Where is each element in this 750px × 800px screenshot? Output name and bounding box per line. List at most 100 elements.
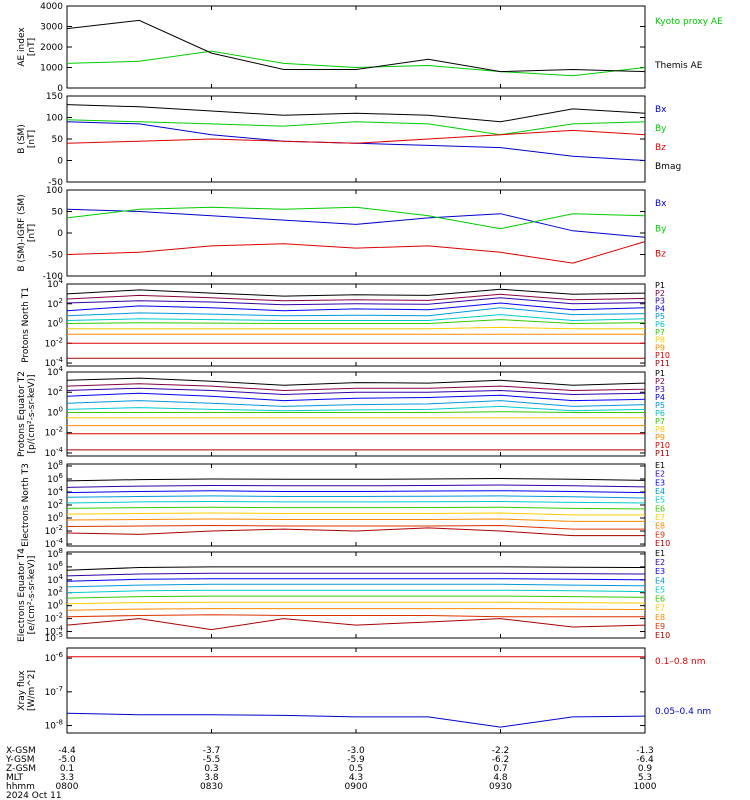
series-line-bmag xyxy=(66,104,646,123)
series-line-p3 xyxy=(66,387,646,396)
x-row-value: -3.7 xyxy=(203,746,221,756)
legend-label: P6 xyxy=(655,409,665,418)
series-line-e1 xyxy=(66,566,646,571)
y-tick-label: 10-5 xyxy=(45,631,63,644)
legend-label: E1 xyxy=(655,549,665,558)
y-tick-label: 100 xyxy=(47,599,63,612)
x-row-value: 0900 xyxy=(345,782,368,792)
legend-label: P5 xyxy=(655,312,665,321)
series-line-p1 xyxy=(66,377,646,386)
y-tick-label: 0 xyxy=(57,157,63,167)
legend-label: E4 xyxy=(655,487,665,496)
panel-5 xyxy=(66,371,646,457)
panel-4 xyxy=(66,283,646,367)
series-line-p6 xyxy=(66,314,646,322)
y-tick-label: 104 xyxy=(47,573,63,586)
legend-label: P2 xyxy=(655,377,665,386)
legend-label: E5 xyxy=(655,496,665,505)
x-row-value: -5.0 xyxy=(58,755,76,765)
legend-label: P1 xyxy=(655,281,665,290)
y-tick-label: 10-4 xyxy=(45,356,64,369)
y-tick-label: 106 xyxy=(47,472,63,485)
series-line-e2 xyxy=(66,572,646,577)
x-row-value: -4.4 xyxy=(58,746,76,756)
y-axis-label: Xray flux xyxy=(17,670,27,711)
legend-label: Themis AE xyxy=(654,61,703,71)
series-line-p1 xyxy=(66,288,646,297)
legend-label: E8 xyxy=(655,613,665,622)
legend-label: By xyxy=(655,224,667,234)
series-line-e7 xyxy=(66,601,646,605)
x-row-label: MLT xyxy=(6,773,24,783)
panel-8 xyxy=(66,647,646,734)
y-tick-label: 100 xyxy=(47,511,63,524)
y-tick-label: 10-4 xyxy=(45,446,64,459)
legend-label: E3 xyxy=(655,567,665,576)
y-axis-label: B (SM) xyxy=(17,124,27,154)
panel-7 xyxy=(66,551,646,639)
panel-2 xyxy=(66,95,646,183)
x-row-label: Z-GSM xyxy=(6,764,36,774)
x-row-value: 0.1 xyxy=(60,764,74,774)
series-line-p7 xyxy=(67,411,645,413)
y-tick-label: 100 xyxy=(47,405,63,418)
series-line-p7 xyxy=(66,319,646,325)
series-line-e1 xyxy=(66,477,646,482)
legend-label: 0.05–0.4 nm xyxy=(655,707,711,717)
y-tick-label: 50 xyxy=(52,208,64,218)
legend-label: P5 xyxy=(655,401,665,410)
y-tick-label: 2000 xyxy=(40,43,63,53)
y-tick-label: 10-8 xyxy=(45,719,63,732)
y-tick-label: 10-2 xyxy=(45,524,63,537)
series-line-themisae xyxy=(66,19,646,73)
x-row-value: -2.2 xyxy=(492,746,510,756)
legend-label: P9 xyxy=(655,343,665,352)
x-row-label: hhmm xyxy=(6,782,35,792)
legend-label: Bmag xyxy=(655,162,681,172)
legend-label: P11 xyxy=(655,449,670,458)
y-tick-label: 108 xyxy=(47,547,63,560)
legend-label: Bx xyxy=(655,105,667,115)
series-line-e2 xyxy=(66,484,646,488)
x-row-value: -3.0 xyxy=(347,746,365,756)
y-tick-label: 0 xyxy=(57,229,63,239)
y-tick-label: 150 xyxy=(46,92,63,102)
y-tick-label: 102 xyxy=(47,498,63,511)
y-axis-label: Protons North T1 xyxy=(21,287,31,363)
x-row-value: -6.2 xyxy=(492,755,510,765)
y-tick-label: 10-7 xyxy=(45,685,63,698)
legend-label: E3 xyxy=(655,478,665,487)
legend-label: P3 xyxy=(655,297,665,306)
legend-label: E7 xyxy=(655,513,665,522)
y-axis-unit: [e/(cm²-s-sr-keV)] xyxy=(27,556,37,635)
series-line-e8 xyxy=(66,608,646,611)
series-line-by xyxy=(66,119,646,136)
panel-3 xyxy=(66,189,646,277)
legend-label: E9 xyxy=(655,622,665,631)
x-row-value: 4.3 xyxy=(349,773,363,783)
y-axis-label: Electrons Equator T4 xyxy=(17,548,27,642)
legend-label: E6 xyxy=(655,504,665,513)
panel-6 xyxy=(66,463,646,547)
legend-label: Bx xyxy=(655,199,667,209)
x-row-value: 1000 xyxy=(634,782,657,792)
legend-label: E10 xyxy=(655,631,670,640)
legend-label: P4 xyxy=(655,393,665,402)
series-line-bx xyxy=(66,208,646,238)
panel-frame xyxy=(66,189,646,277)
legend-label: E7 xyxy=(655,604,665,613)
y-tick-label: 100 xyxy=(46,114,63,124)
legend-label: 0.1–0.8 nm xyxy=(655,657,705,667)
y-tick-label: 10-4 xyxy=(45,625,64,638)
y-tick-label: 10-2 xyxy=(45,426,63,439)
legend-label: By xyxy=(655,124,667,134)
x-row-value: 4.8 xyxy=(493,773,508,783)
y-axis-unit: [nT] xyxy=(27,224,37,242)
series-line-p2 xyxy=(66,383,646,392)
legend-label: P8 xyxy=(655,425,665,434)
series-line-e5 xyxy=(66,589,646,594)
y-axis-label: Protons Equator T2 xyxy=(17,371,27,457)
x-row-value: 0830 xyxy=(200,782,223,792)
y-tick-label: 10-2 xyxy=(45,336,63,349)
x-row-value: 0930 xyxy=(489,782,512,792)
